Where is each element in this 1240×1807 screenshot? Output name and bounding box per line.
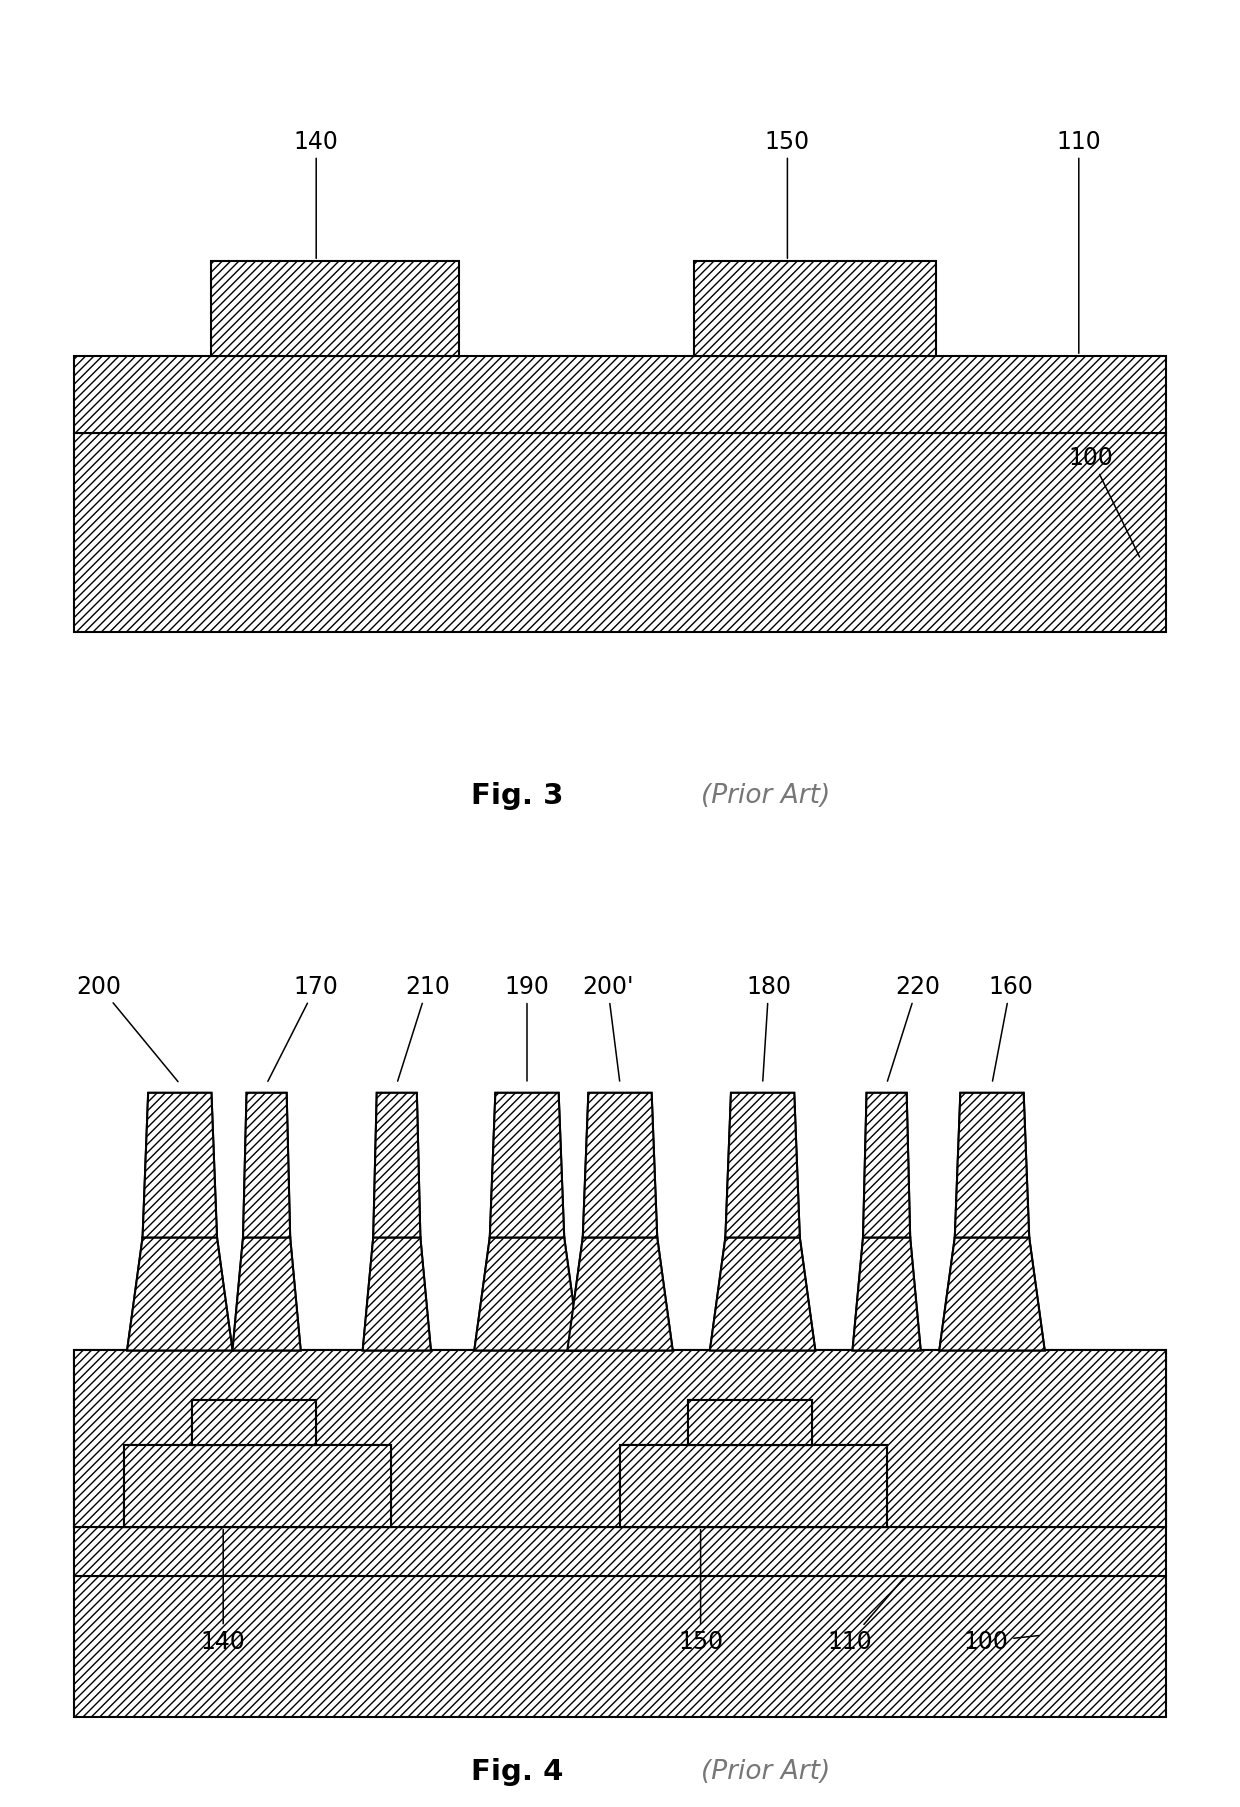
Polygon shape (143, 1093, 217, 1238)
Bar (74, 356, 1166, 434)
Polygon shape (243, 1093, 290, 1238)
Polygon shape (940, 1238, 1044, 1352)
Text: 110: 110 (1056, 130, 1101, 354)
Polygon shape (853, 1238, 920, 1352)
Polygon shape (583, 1093, 657, 1238)
Polygon shape (143, 1093, 217, 1238)
Polygon shape (955, 1093, 1029, 1238)
Polygon shape (709, 1238, 816, 1352)
Bar (211, 262, 459, 356)
Bar (688, 1400, 812, 1446)
Polygon shape (474, 1238, 579, 1352)
Polygon shape (490, 1093, 564, 1238)
Bar (74, 1576, 1166, 1717)
Text: 210: 210 (398, 974, 450, 1082)
Polygon shape (955, 1093, 1029, 1238)
Polygon shape (725, 1093, 800, 1238)
Text: (Prior Art): (Prior Art) (701, 782, 830, 808)
Bar (74, 1352, 1166, 1527)
Polygon shape (373, 1093, 420, 1238)
Polygon shape (233, 1238, 300, 1352)
Polygon shape (233, 1238, 300, 1352)
Text: 190: 190 (505, 974, 549, 1081)
Polygon shape (863, 1093, 910, 1238)
Polygon shape (126, 1238, 233, 1352)
Text: 200': 200' (582, 974, 634, 1081)
Bar (124, 1446, 391, 1527)
Text: 200: 200 (77, 974, 179, 1082)
Bar (124, 1446, 391, 1527)
Polygon shape (474, 1238, 579, 1352)
Polygon shape (725, 1093, 800, 1238)
Polygon shape (568, 1238, 672, 1352)
Text: (Prior Art): (Prior Art) (701, 1758, 830, 1784)
Polygon shape (863, 1093, 910, 1238)
Bar (694, 262, 936, 356)
Polygon shape (940, 1238, 1044, 1352)
Text: 140: 140 (294, 130, 339, 258)
Bar (192, 1400, 316, 1446)
Bar (620, 1446, 887, 1527)
Polygon shape (583, 1093, 657, 1238)
Text: 140: 140 (201, 1531, 246, 1653)
Text: 160: 160 (988, 974, 1033, 1081)
Text: 100: 100 (963, 1630, 1039, 1653)
Polygon shape (709, 1238, 816, 1352)
Text: 220: 220 (888, 974, 940, 1082)
Bar (74, 1527, 1166, 1576)
Polygon shape (853, 1238, 920, 1352)
Polygon shape (490, 1093, 564, 1238)
Bar (620, 1446, 887, 1527)
Text: 150: 150 (678, 1531, 723, 1653)
Bar (74, 1352, 1166, 1527)
Bar (74, 434, 1166, 632)
Text: Fig. 4: Fig. 4 (471, 1756, 563, 1785)
Text: 180: 180 (746, 974, 791, 1081)
Polygon shape (243, 1093, 290, 1238)
Polygon shape (126, 1238, 233, 1352)
Text: 110: 110 (827, 1579, 904, 1653)
Polygon shape (362, 1238, 432, 1352)
Polygon shape (362, 1238, 432, 1352)
Text: 150: 150 (765, 130, 810, 258)
Text: 100: 100 (1069, 446, 1140, 558)
Text: 170: 170 (268, 974, 339, 1082)
Polygon shape (373, 1093, 420, 1238)
Text: Fig. 3: Fig. 3 (471, 781, 564, 810)
Polygon shape (568, 1238, 672, 1352)
Bar (688, 1400, 812, 1446)
Bar (192, 1400, 316, 1446)
